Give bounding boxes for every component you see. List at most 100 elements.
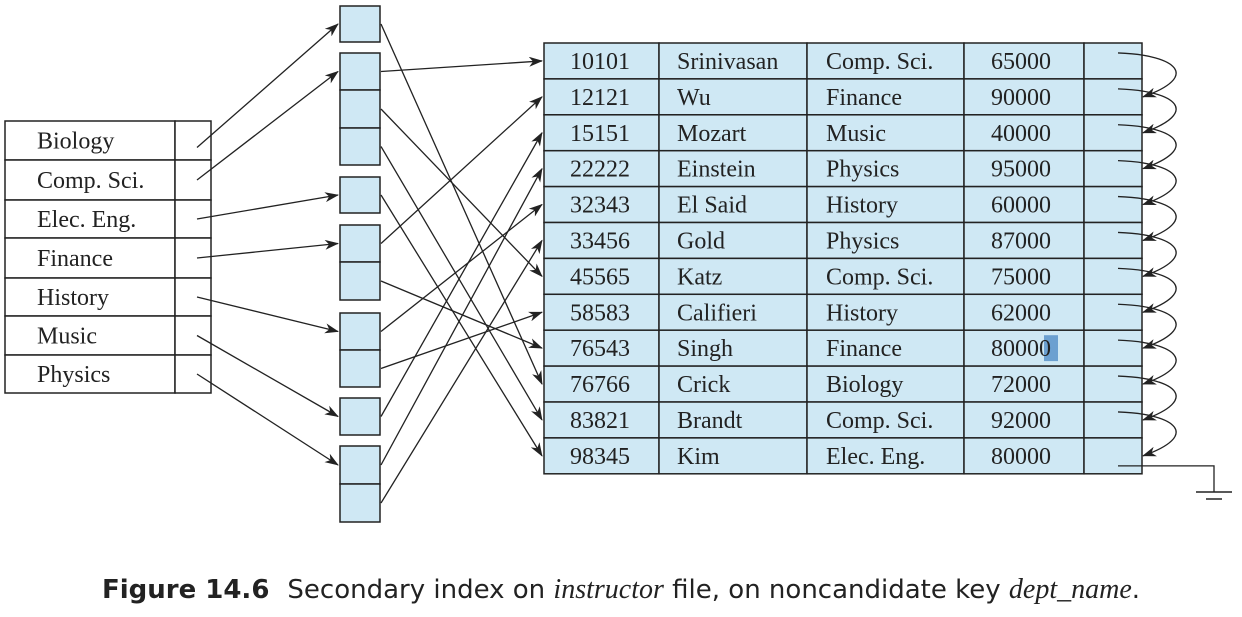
record-10-name-cell [658,365,808,403]
record-chain [1117,52,1232,500]
instructor-file-table: 10101 Srinivasan Comp. Sci. 65000 12121 Wu Fin… [543,42,1143,475]
record-1-salary: 65000 [991,49,1051,75]
record-8-id: 58583 [570,300,630,326]
null-pointer-line [1118,465,1215,492]
record-10-salary-cell [963,365,1085,403]
figure-caption: Figure 14.6 Secondary index on instructor… [0,574,1242,606]
record-12-pointer-cell [1083,437,1143,475]
pointer-arrows [196,23,543,504]
record-12-dept: Elec. Eng. [826,444,925,470]
index-pointer-cell-elec-eng [174,199,212,239]
record-1-pointer-cell [1083,42,1143,80]
bucket-comp-sci-slot-3 [339,127,381,166]
bucket-music-slot-1 [339,397,381,436]
record-1-id: 10101 [570,49,630,75]
index-key-cell-physics [4,354,176,394]
record-12-name-cell [658,437,808,475]
index-pointer-elec-eng [196,192,339,220]
caption-key-name: dept_name [1008,574,1132,605]
record-3-pointer-cell [1083,114,1143,152]
bucket-comp-sci-slot-1 [339,52,381,91]
record-9-pointer-cell [1083,329,1143,367]
bucket-finance-slot-1 [339,224,381,263]
index-table: Biology Comp. Sci. Elec. Eng. Finance Histor… [4,120,212,394]
record-3-dept-cell [806,114,965,152]
bucket-music-pointer-1 [380,131,543,417]
index-key-cell-history [4,277,176,317]
record-7-salary-cell [963,257,1085,296]
bucket-history-slot-2 [339,349,381,388]
record-4-salary: 95000 [991,157,1051,183]
chain-pointer-8 [1117,303,1177,349]
record-2-id: 12121 [570,85,630,111]
bucket-finance-pointer-2 [380,280,543,349]
record-3-id: 15151 [570,121,630,147]
index-entry-elec-eng: Elec. Eng. [37,207,136,233]
record-11-salary: 92000 [991,408,1051,434]
chain-pointer-11 [1117,411,1177,457]
record-2-name-cell [658,78,808,116]
caption-text-1: Secondary index on [287,575,554,605]
chain-pointer-6 [1117,231,1177,277]
record-8-name: Califieri [677,300,757,326]
record-4-id-cell [543,149,660,188]
record-10-salary: 72000 [991,372,1051,398]
record-4-dept-cell [806,149,965,188]
record-9-name-cell [658,329,808,367]
index-pointer-cell-physics [174,354,212,394]
index-entry-finance: Finance [37,246,113,272]
record-11-dept: Comp. Sci. [826,408,933,434]
chain-pointer-10 [1117,375,1177,421]
index-pointer-history [196,296,339,334]
caption-text-2: file, on noncandidate key [663,575,1009,605]
record-12-name: Kim [677,444,720,470]
record-8-salary: 62000 [991,300,1051,326]
bucket-comp-sci-pointer-1 [380,56,543,73]
bucket-biology-pointer-1 [380,23,543,385]
index-pointer-finance [196,239,339,259]
index-pointer-cell-comp-sci [174,159,212,201]
record-9-id: 76543 [570,336,630,362]
chain-pointer-5 [1117,195,1177,242]
bucket-history-pointer-2 [380,311,543,370]
record-5-id: 32343 [570,193,630,219]
index-pointer-comp-sci [196,70,339,181]
record-12-id: 98345 [570,444,630,470]
bucket-physics-slot-1 [339,445,381,485]
index-entry-biology: Biology [37,129,114,155]
record-6-id: 33456 [570,228,630,254]
record-6-pointer-cell [1083,221,1143,260]
record-5-salary: 60000 [991,193,1051,219]
record-2-name: Wu [677,85,711,111]
bucket-physics-pointer-1 [380,167,543,466]
record-1-name: Srinivasan [677,49,778,75]
chain-pointer-2 [1117,88,1177,134]
record-3-name: Mozart [677,121,747,147]
chain-pointer-7 [1117,267,1177,313]
bucket-elec-eng-pointer-1 [380,194,543,457]
record-2-salary-cell [963,78,1085,116]
record-4-name: Einstein [677,157,756,183]
index-pointer-cell-music [174,315,212,356]
chain-pointer-9 [1117,339,1177,385]
bucket-finance-slot-2 [339,261,381,301]
record-11-dept-cell [806,401,965,439]
chain-pointer-4 [1117,160,1177,206]
record-7-name: Katz [677,264,722,290]
record-2-pointer-cell [1083,78,1143,116]
record-8-pointer-cell [1083,293,1143,331]
record-3-id-cell [543,114,660,152]
record-10-dept: Biology [826,372,903,398]
chain-pointer-3 [1117,124,1177,170]
record-3-dept: Music [826,121,886,147]
record-11-name: Brandt [677,408,743,434]
record-6-name: Gold [677,228,725,254]
record-1-salary-cell [963,42,1085,80]
bucket-comp-sci-pointer-2 [380,108,543,278]
record-12-salary: 80000 [991,444,1051,470]
record-5-dept: History [826,193,898,219]
bucket-comp-sci-pointer-3 [380,146,543,421]
bucket-biology-slot-1 [339,5,381,43]
record-4-pointer-cell [1083,149,1143,188]
record-6-id-cell [543,221,660,260]
